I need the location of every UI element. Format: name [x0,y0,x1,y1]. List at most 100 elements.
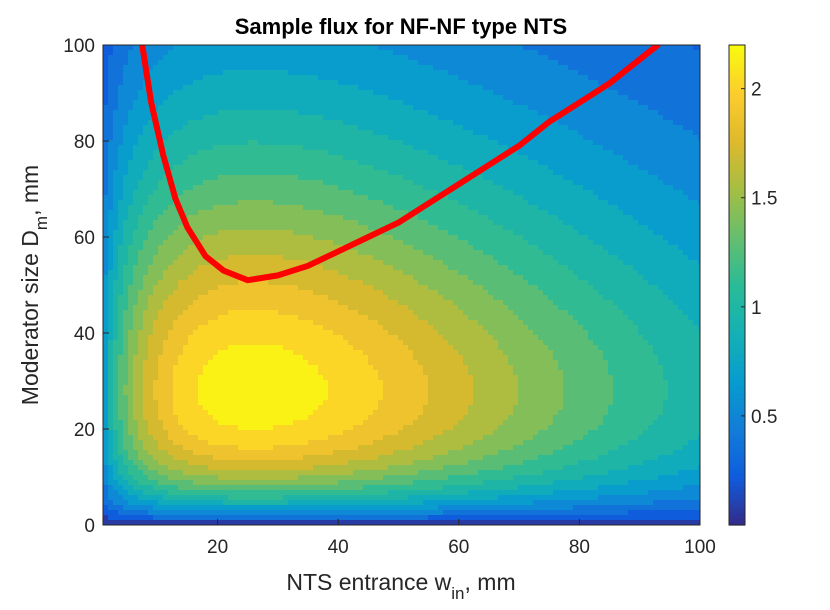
contour-cell [233,45,239,51]
contour-cell [138,225,144,231]
contour-cell [248,90,254,96]
contour-cell [218,305,224,311]
contour-cell [148,190,154,196]
contour-cell [283,320,289,326]
contour-cell [128,410,134,416]
contour-cell [138,90,144,96]
contour-cell [273,495,279,501]
contour-cell [323,340,329,346]
contour-cell [178,225,184,231]
contour-cell [238,415,244,421]
contour-cell [188,385,194,391]
contour-cell [178,440,184,446]
contour-cell [123,515,129,521]
contour-cell [198,70,204,76]
contour-cell [288,65,294,71]
contour-cell [303,325,309,331]
contour-cell [273,405,279,411]
contour-cell [268,100,274,106]
contour-cell [258,215,264,221]
contour-cell [218,325,224,331]
contour-cell [213,185,219,191]
contour-cell [353,370,359,376]
contour-cell [168,100,174,106]
contour-cell [293,115,299,121]
contour-cell [158,390,164,396]
contour-cell [238,245,244,251]
contour-cell [268,420,274,426]
contour-cell [358,105,364,111]
contour-cell [343,380,349,386]
contour-cell [228,455,234,461]
contour-cell [178,260,184,266]
contour-cell [233,435,239,441]
contour-cell [283,285,289,291]
contour-cell [103,465,109,471]
contour-cell [198,225,204,231]
contour-cell [198,390,204,396]
contour-cell [308,395,314,401]
contour-cell [308,440,314,446]
contour-cell [188,110,194,116]
contour-cell [343,260,349,266]
contour-cell [318,80,324,86]
contour-cell [333,135,339,141]
contour-cell [253,115,259,121]
contour-cell [273,75,279,81]
contour-cell [178,85,184,91]
contour-cell [333,100,339,106]
contour-cell [223,285,229,291]
contour-cell [333,420,339,426]
contour-cell [238,295,244,301]
contour-cell [333,125,339,131]
contour-cell [253,500,259,506]
contour-cell [213,340,219,346]
contour-cell [233,75,239,81]
contour-cell [238,75,244,81]
contour-cell [138,200,144,206]
contour-cell [258,65,264,71]
contour-cell [328,490,334,496]
contour-cell [258,95,264,101]
contour-cell [308,470,314,476]
contour-cell [198,425,204,431]
contour-cell [283,115,289,121]
contour-cell [113,175,119,181]
contour-cell [218,160,224,166]
contour-cell [218,260,224,266]
contour-cell [138,100,144,106]
contour-cell [283,120,289,126]
contour-cell [128,290,134,296]
contour-cell [193,430,199,436]
contour-cell [358,225,364,231]
contour-cell [243,295,249,301]
contour-cell [238,230,244,236]
contour-cell [188,215,194,221]
contour-cell [233,515,239,521]
contour-cell [263,55,269,61]
contour-cell [163,190,169,196]
contour-cell [313,420,319,426]
contour-cell [298,205,304,211]
contour-cell [128,330,134,336]
contour-cell [283,350,289,356]
contour-cell [343,445,349,451]
contour-cell [273,475,279,481]
contour-cell [298,245,304,251]
contour-cell [308,155,314,161]
contour-cell [293,350,299,356]
contour-cell [258,345,264,351]
contour-cell [233,320,239,326]
contour-cell [228,285,234,291]
contour-cell [258,240,264,246]
contour-cell [338,460,344,466]
contour-cell [128,205,134,211]
contour-cell [298,375,304,381]
contour-cell [138,440,144,446]
contour-cell [253,355,259,361]
contour-cell [153,275,159,281]
contour-cell [338,350,344,356]
contour-cell [353,225,359,231]
contour-cell [358,435,364,441]
contour-cell [353,195,359,201]
